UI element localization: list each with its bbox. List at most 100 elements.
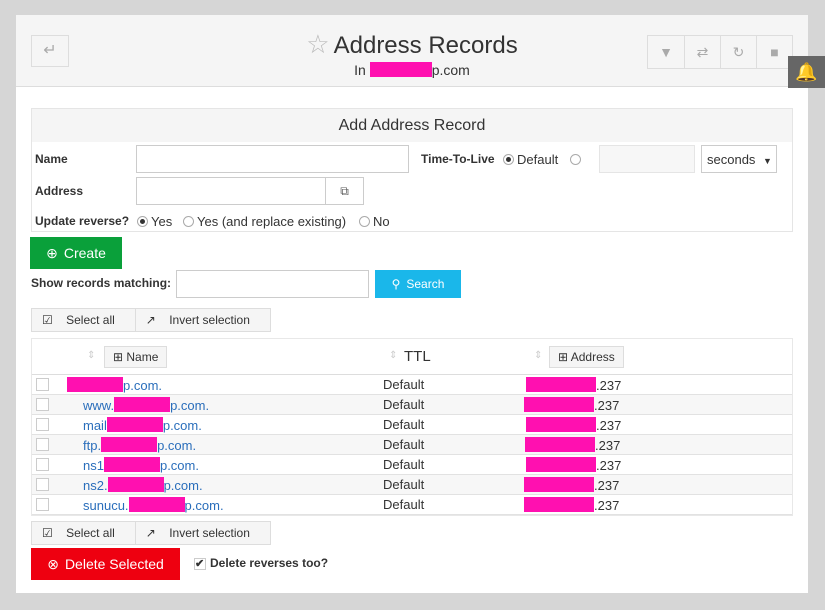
ttl-input[interactable]	[599, 145, 695, 173]
record-name-link[interactable]: p.com.	[67, 377, 162, 393]
select-all-button[interactable]: ☑ Select all	[32, 309, 135, 331]
sort-icon[interactable]: ⇕	[389, 350, 398, 361]
checkbox-checked-icon: ✔	[194, 558, 206, 570]
name-label: Name	[35, 152, 68, 166]
redaction	[369, 62, 432, 77]
record-name-link[interactable]: ns2. p.com.	[83, 477, 203, 493]
row-checkbox[interactable]	[36, 438, 49, 451]
sort-icon[interactable]: ⇕	[87, 350, 96, 361]
reverse-replace-radio[interactable]: Yes (and replace existing)	[183, 214, 346, 229]
record-ttl: Default	[383, 497, 425, 512]
name-input[interactable]	[136, 145, 409, 173]
row-checkbox[interactable]	[36, 458, 49, 471]
record-name-link[interactable]: sunucu. p.com.	[83, 497, 224, 513]
name-column-header[interactable]: ⊞ Name	[104, 346, 168, 368]
address-suffix: .237	[596, 458, 622, 473]
row-checkbox[interactable]	[36, 378, 49, 391]
delete-label: Delete Selected	[64, 556, 164, 572]
record-address: .237	[526, 457, 621, 473]
select-all-button[interactable]: ☑ Select all	[32, 522, 135, 544]
record-name-link[interactable]: ftp. p.com.	[83, 437, 196, 453]
ttl-unit-value: seconds	[707, 152, 756, 167]
redaction	[67, 377, 123, 392]
name-prefix: sunucu.	[83, 498, 129, 513]
records-table: ⇕ ⊞ Name ⇕ TTL ⇕ ⊞ Address p.com. Defaul…	[31, 338, 793, 516]
reverse-yes-radio[interactable]: Yes	[137, 214, 172, 229]
invert-selection-button[interactable]: ↗ Invert selection	[134, 309, 270, 331]
record-address: .237	[524, 477, 619, 493]
radio-icon	[359, 216, 370, 227]
search-icon: ⚲	[391, 277, 401, 291]
select-all-label: Select all	[66, 526, 115, 540]
redaction	[526, 457, 596, 472]
name-suffix: p.com.	[163, 478, 203, 493]
redaction	[106, 417, 163, 432]
row-checkbox[interactable]	[36, 498, 49, 511]
record-name-link[interactable]: mail p.com.	[83, 417, 202, 433]
table-row: ftp. p.com. Default .237	[32, 435, 792, 455]
selection-buttons-bottom: ☑ Select all ↗ Invert selection	[31, 521, 271, 545]
address-input[interactable]	[136, 177, 326, 205]
sort-icon[interactable]: ⇕	[534, 350, 543, 361]
ttl-custom-radio[interactable]	[570, 152, 584, 167]
name-suffix: p.com.	[184, 498, 224, 513]
redaction	[114, 397, 171, 412]
table-header: ⇕ ⊞ Name ⇕ TTL ⇕ ⊞ Address	[32, 339, 792, 375]
selection-buttons-top: ☑ Select all ↗ Invert selection	[31, 308, 271, 332]
invert-selection-button[interactable]: ↗ Invert selection	[134, 522, 270, 544]
record-address: .237	[524, 497, 619, 513]
retweet-icon[interactable]: ⇄	[684, 36, 720, 68]
bell-icon[interactable]: 🔔	[788, 56, 825, 88]
form-title: Add Address Record	[32, 109, 792, 142]
ttl-column-header[interactable]: TTL	[404, 348, 431, 365]
record-ttl: Default	[383, 437, 425, 452]
invert-label: Invert selection	[169, 313, 250, 327]
search-input[interactable]	[176, 270, 369, 298]
record-ttl: Default	[383, 457, 425, 472]
name-prefix: ns2.	[83, 478, 108, 493]
name-prefix: ns1	[83, 458, 104, 473]
table-row: ns2. p.com. Default .237	[32, 475, 792, 495]
search-button[interactable]: ⚲ Search	[375, 270, 461, 298]
ttl-default-radio[interactable]: Default	[503, 152, 558, 167]
delete-reverses-label: Delete reverses too?	[210, 556, 329, 570]
record-ttl: Default	[383, 417, 425, 432]
name-suffix: p.com.	[159, 458, 199, 473]
paste-button[interactable]: ⧉	[325, 177, 364, 205]
ttl-label: Time-To-Live	[421, 152, 495, 166]
filter-icon[interactable]: ▼	[659, 44, 673, 60]
select-all-label: Select all	[66, 313, 115, 327]
page-header: ↵ ☆ Address Records In p.com ▼ ⇄ ↻ ■	[16, 15, 808, 87]
refresh-icon[interactable]: ↻	[720, 36, 756, 68]
radio-icon	[503, 154, 514, 165]
delete-selected-button[interactable]: ⊗ Delete Selected	[31, 548, 180, 580]
row-checkbox[interactable]	[36, 398, 49, 411]
back-button[interactable]: ↵	[31, 35, 69, 67]
ttl-unit-select[interactable]: seconds ▼	[701, 145, 777, 173]
record-ttl: Default	[383, 377, 425, 392]
redaction	[524, 477, 594, 492]
row-checkbox[interactable]	[36, 418, 49, 431]
row-checkbox[interactable]	[36, 478, 49, 491]
record-ttl: Default	[383, 477, 425, 492]
delete-reverses-checkbox[interactable]: ✔ Delete reverses too?	[194, 556, 328, 570]
title-text: Address Records	[333, 32, 518, 59]
create-label: Create	[63, 245, 106, 261]
redaction	[524, 397, 594, 412]
stop-icon[interactable]: ■	[756, 36, 792, 68]
star-icon[interactable]: ☆	[306, 29, 330, 59]
record-name-link[interactable]: www. p.com.	[83, 397, 209, 413]
clipboard-icon: ⧉	[340, 184, 349, 198]
radio-icon	[570, 154, 581, 165]
ttl-default-label: Default	[517, 152, 559, 167]
address-label: Address	[35, 184, 84, 198]
page-subtitle: In p.com	[16, 62, 808, 78]
col-address: Address	[570, 350, 615, 364]
table-row: ns1 p.com. Default .237	[32, 455, 792, 475]
address-column-header[interactable]: ⊞ Address	[549, 346, 624, 368]
name-suffix: p.com.	[170, 398, 210, 413]
create-button[interactable]: ⊕ Create	[30, 237, 122, 269]
reverse-no-radio[interactable]: No	[359, 214, 390, 229]
record-name-link[interactable]: ns1 p.com.	[83, 457, 199, 473]
main-panel: ↵ ☆ Address Records In p.com ▼ ⇄ ↻ ■ Add …	[16, 15, 808, 593]
